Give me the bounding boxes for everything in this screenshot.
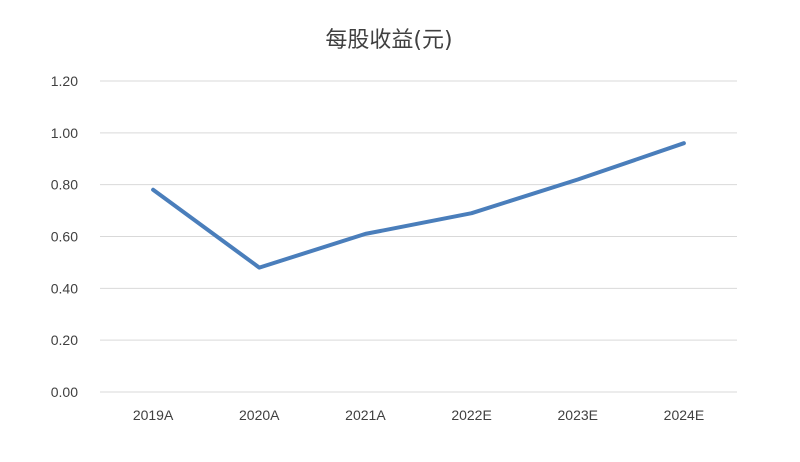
- y-tick-label: 1.20: [51, 73, 78, 89]
- x-tick-label: 2019A: [133, 407, 174, 423]
- y-tick-label: 0.00: [51, 384, 78, 400]
- series-layer: [151, 141, 686, 270]
- y-tick-label: 1.00: [51, 125, 78, 141]
- x-tick-label: 2024E: [664, 407, 704, 423]
- x-tick-label: 2021A: [345, 407, 386, 423]
- y-tick-label: 0.40: [51, 280, 78, 296]
- grid-lines: [100, 80, 737, 393]
- chart-title: 每股收益(元): [325, 28, 452, 53]
- y-tick-label: 0.80: [51, 177, 78, 193]
- x-tick-label: 2023E: [558, 407, 598, 423]
- y-axis-tick-labels: 0.00 0.20 0.40 0.60 0.80 1.00 1.20: [51, 73, 78, 400]
- x-tick-label: 2020A: [239, 407, 280, 423]
- x-tick-label: 2022E: [451, 407, 491, 423]
- x-axis-tick-labels: 2019A 2020A 2021A 2022E 2023E 2024E: [133, 407, 704, 423]
- y-tick-label: 0.20: [51, 332, 78, 348]
- series-line: [151, 141, 686, 270]
- y-tick-label: 0.60: [51, 229, 78, 245]
